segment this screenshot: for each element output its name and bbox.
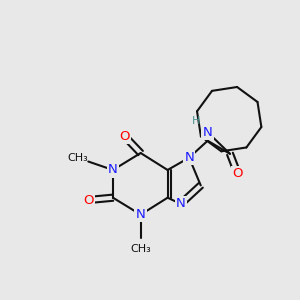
- Text: N: N: [108, 164, 118, 176]
- Text: N: N: [203, 126, 212, 139]
- Text: CH₃: CH₃: [67, 153, 88, 164]
- Text: N: N: [136, 208, 146, 221]
- Text: CH₃: CH₃: [130, 244, 151, 254]
- Text: O: O: [83, 194, 94, 206]
- Text: O: O: [119, 130, 130, 142]
- Text: N: N: [184, 151, 194, 164]
- Text: H: H: [192, 116, 200, 126]
- Text: O: O: [232, 167, 243, 180]
- Text: N: N: [176, 197, 186, 210]
